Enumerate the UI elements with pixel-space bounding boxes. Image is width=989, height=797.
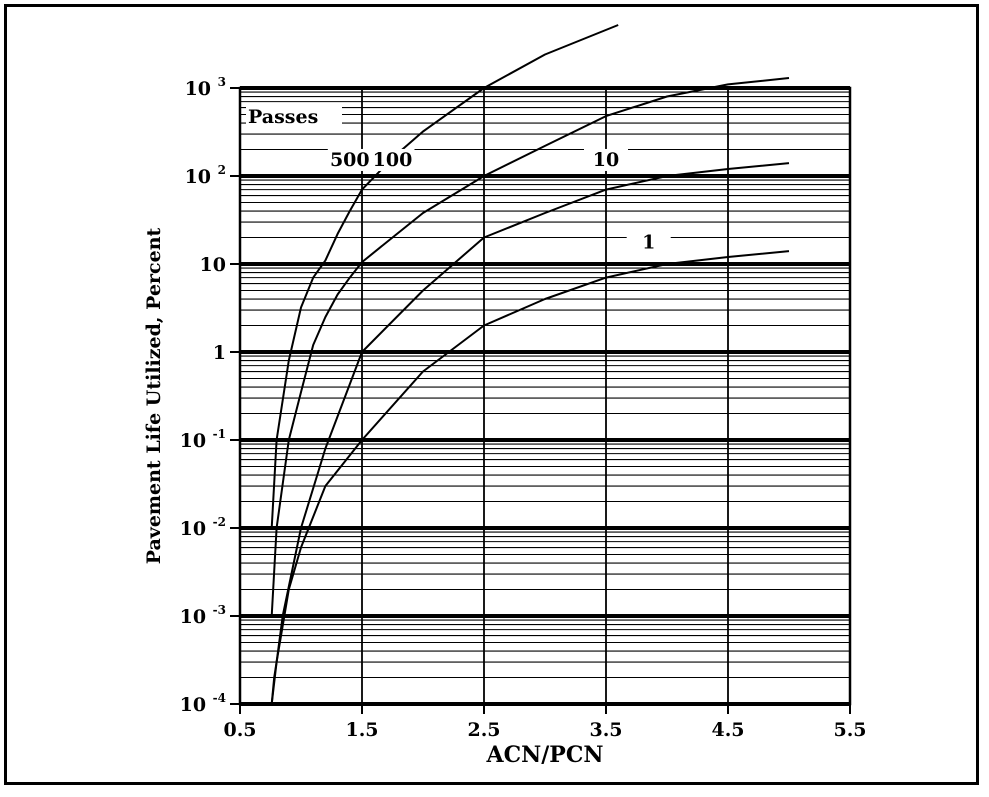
curve-label-background (584, 148, 628, 171)
y-tick-label: 10 3 (185, 75, 226, 100)
curve-label-10: 10 (593, 149, 619, 171)
x-tick-label: 3.5 (589, 719, 622, 741)
x-axis-ticks: 0.5 1.5 2.5 3.5 4.5 5.5 (223, 704, 867, 741)
x-tick-label: 2.5 (467, 719, 500, 741)
curve-label-background (626, 231, 671, 254)
curve-10-passes (270, 162, 790, 705)
y-tick-label: 10 -4 (180, 691, 226, 716)
curve-label-100: 100 (373, 149, 413, 171)
y-tick-label: 10 -2 (180, 515, 226, 540)
x-tick-label: 5.5 (833, 719, 866, 741)
legend-title-background (246, 106, 342, 129)
curve-labels: 500 100 10 1 (246, 106, 671, 254)
y-tick-label: 10 2 (185, 163, 226, 188)
y-axis-ticks: 10 -4 10 -3 10 -2 10 -1 1 10 10 2 10 3 (180, 75, 240, 716)
y-axis-title: Pavement Life Utilized, Percent (143, 227, 165, 564)
curve-label-500: 500 (330, 149, 370, 171)
y-tick-label: 10 -1 (180, 427, 226, 452)
curve-label-1: 1 (642, 232, 655, 254)
curve-label-background (327, 148, 372, 171)
y-tick-label: 10 (200, 254, 226, 276)
x-tick-label: 4.5 (711, 719, 744, 741)
curve-label-background (370, 148, 415, 171)
curve-100-passes (270, 77, 790, 617)
curves (270, 24, 790, 705)
plot-area-border (238, 86, 852, 706)
x-tick-label: 0.5 (223, 719, 256, 741)
x-axis-title: ACN/PCN (486, 742, 604, 768)
passes-legend-title: Passes (248, 106, 318, 128)
x-tick-label: 1.5 (345, 719, 378, 741)
curve-1-passes (270, 250, 790, 705)
grid (239, 86, 851, 706)
curve-500-passes (270, 24, 619, 529)
y-tick-label: 1 (213, 342, 226, 364)
y-tick-label: 10 -3 (180, 603, 226, 628)
